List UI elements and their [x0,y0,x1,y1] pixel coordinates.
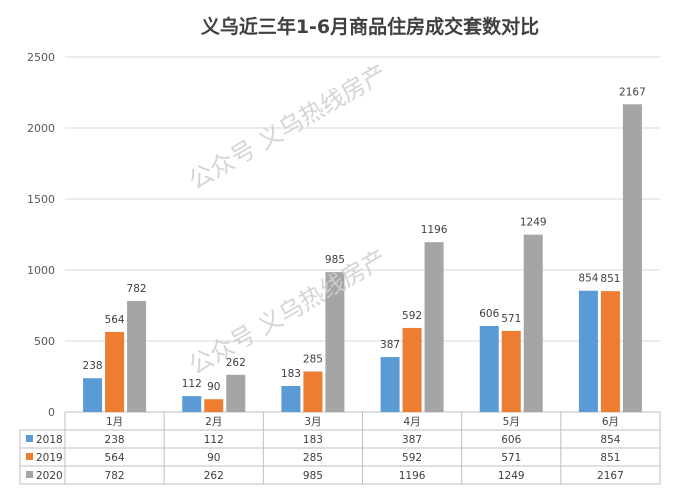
x-tick-label-1: 1月 [106,416,123,428]
table-cell-2018-6: 854 [600,434,620,446]
data-label-2019-3: 285 [303,354,323,366]
bar-2020-3 [325,272,345,412]
table-cell-2020-5: 1249 [498,470,525,482]
table-cell-2020-3: 985 [303,470,323,482]
bar-2018-1 [83,378,103,412]
table-cell-2020-6: 2167 [597,470,624,482]
data-label-2018-2: 112 [182,378,202,390]
y-tick-label-2500: 2500 [27,51,55,64]
watermark-1: 公众号 义乌热线房产 [184,59,392,195]
table-cell-2018-5: 606 [501,434,521,446]
bar-2019-1 [105,331,125,412]
legend-label-2018: 2018 [36,434,63,446]
bar-2019-2 [204,399,224,412]
y-tick-label-1000: 1000 [27,264,55,277]
data-table: 1月 2月 3月 4月 5月 6月 2018 238 112 183 387 606 854 2019 56… [19,412,661,485]
data-label-2020-6: 2167 [619,86,646,98]
data-label-2018-5: 606 [479,308,499,320]
table-cell-2019-2: 90 [207,452,220,464]
x-tick-label-6: 6月 [602,416,619,428]
y-tick-label-0: 0 [48,406,55,419]
table-cell-2020-1: 782 [105,470,125,482]
data-label-2019-6: 851 [600,273,620,285]
legend-label-2020: 2020 [36,470,63,482]
bars [83,104,642,412]
legend-swatch-2019 [26,453,33,460]
gridlines [65,56,660,413]
table-cell-2018-4: 387 [402,434,422,446]
bar-2020-4 [424,242,444,412]
bar-2020-2 [226,374,246,412]
y-tick-label-500: 500 [34,335,55,348]
chart-title: 义乌近三年1-6月商品住房成交套数对比 [201,15,539,38]
data-label-2018-6: 854 [578,273,598,285]
data-label-2020-1: 782 [127,283,147,295]
bar-2018-5 [479,325,499,412]
table-cell-2018-1: 238 [105,434,125,446]
x-tick-label-4: 4月 [403,416,420,428]
bar-2019-6 [600,291,620,412]
x-tick-label-2: 2月 [205,416,222,428]
data-label-2018-1: 238 [83,360,103,372]
data-label-2018-4: 387 [380,339,400,351]
table-cell-2019-3: 285 [303,452,323,464]
bar-2019-3 [303,371,323,412]
legend-swatch-2018 [26,435,33,442]
data-label-2020-3: 985 [325,254,345,266]
bar-2018-3 [281,386,301,412]
bar-2019-4 [402,327,422,412]
legend-swatch-2020 [26,471,33,478]
bar-2018-2 [182,396,202,412]
table-cell-2019-5: 571 [501,452,521,464]
legend-label-2019: 2019 [36,452,63,464]
bar-2020-5 [523,234,543,412]
data-label-2019-1: 564 [105,314,125,326]
watermark-2: 公众号 义乌热线房产 [184,244,392,380]
bar-2020-6 [622,104,642,412]
table-cell-2018-2: 112 [204,434,224,446]
data-label-2018-3: 183 [281,368,301,380]
y-tick-label-2000: 2000 [27,122,55,135]
data-label-2019-2: 90 [207,381,220,393]
bar-2018-4 [380,357,400,412]
y-tick-label-1500: 1500 [27,193,55,206]
data-label-2020-2: 262 [226,357,246,369]
bar-2019-5 [501,330,521,412]
bar-2018-6 [578,290,598,412]
data-label-2020-5: 1249 [520,217,547,229]
table-cell-2018-3: 183 [303,434,323,446]
bar-2020-1 [127,300,147,412]
data-label-2020-4: 1196 [421,224,448,236]
table-cell-2020-4: 1196 [399,470,426,482]
x-tick-label-5: 5月 [503,416,520,428]
table-cell-2019-1: 564 [105,452,125,464]
table-cell-2020-2: 262 [204,470,224,482]
table-cell-2019-4: 592 [402,452,422,464]
data-label-2019-4: 592 [402,310,422,322]
x-tick-label-3: 3月 [304,416,321,428]
y-axis: 0 500 1000 1500 2000 2500 [27,51,55,419]
data-label-2019-5: 571 [501,313,521,325]
table-cell-2019-6: 851 [600,452,620,464]
